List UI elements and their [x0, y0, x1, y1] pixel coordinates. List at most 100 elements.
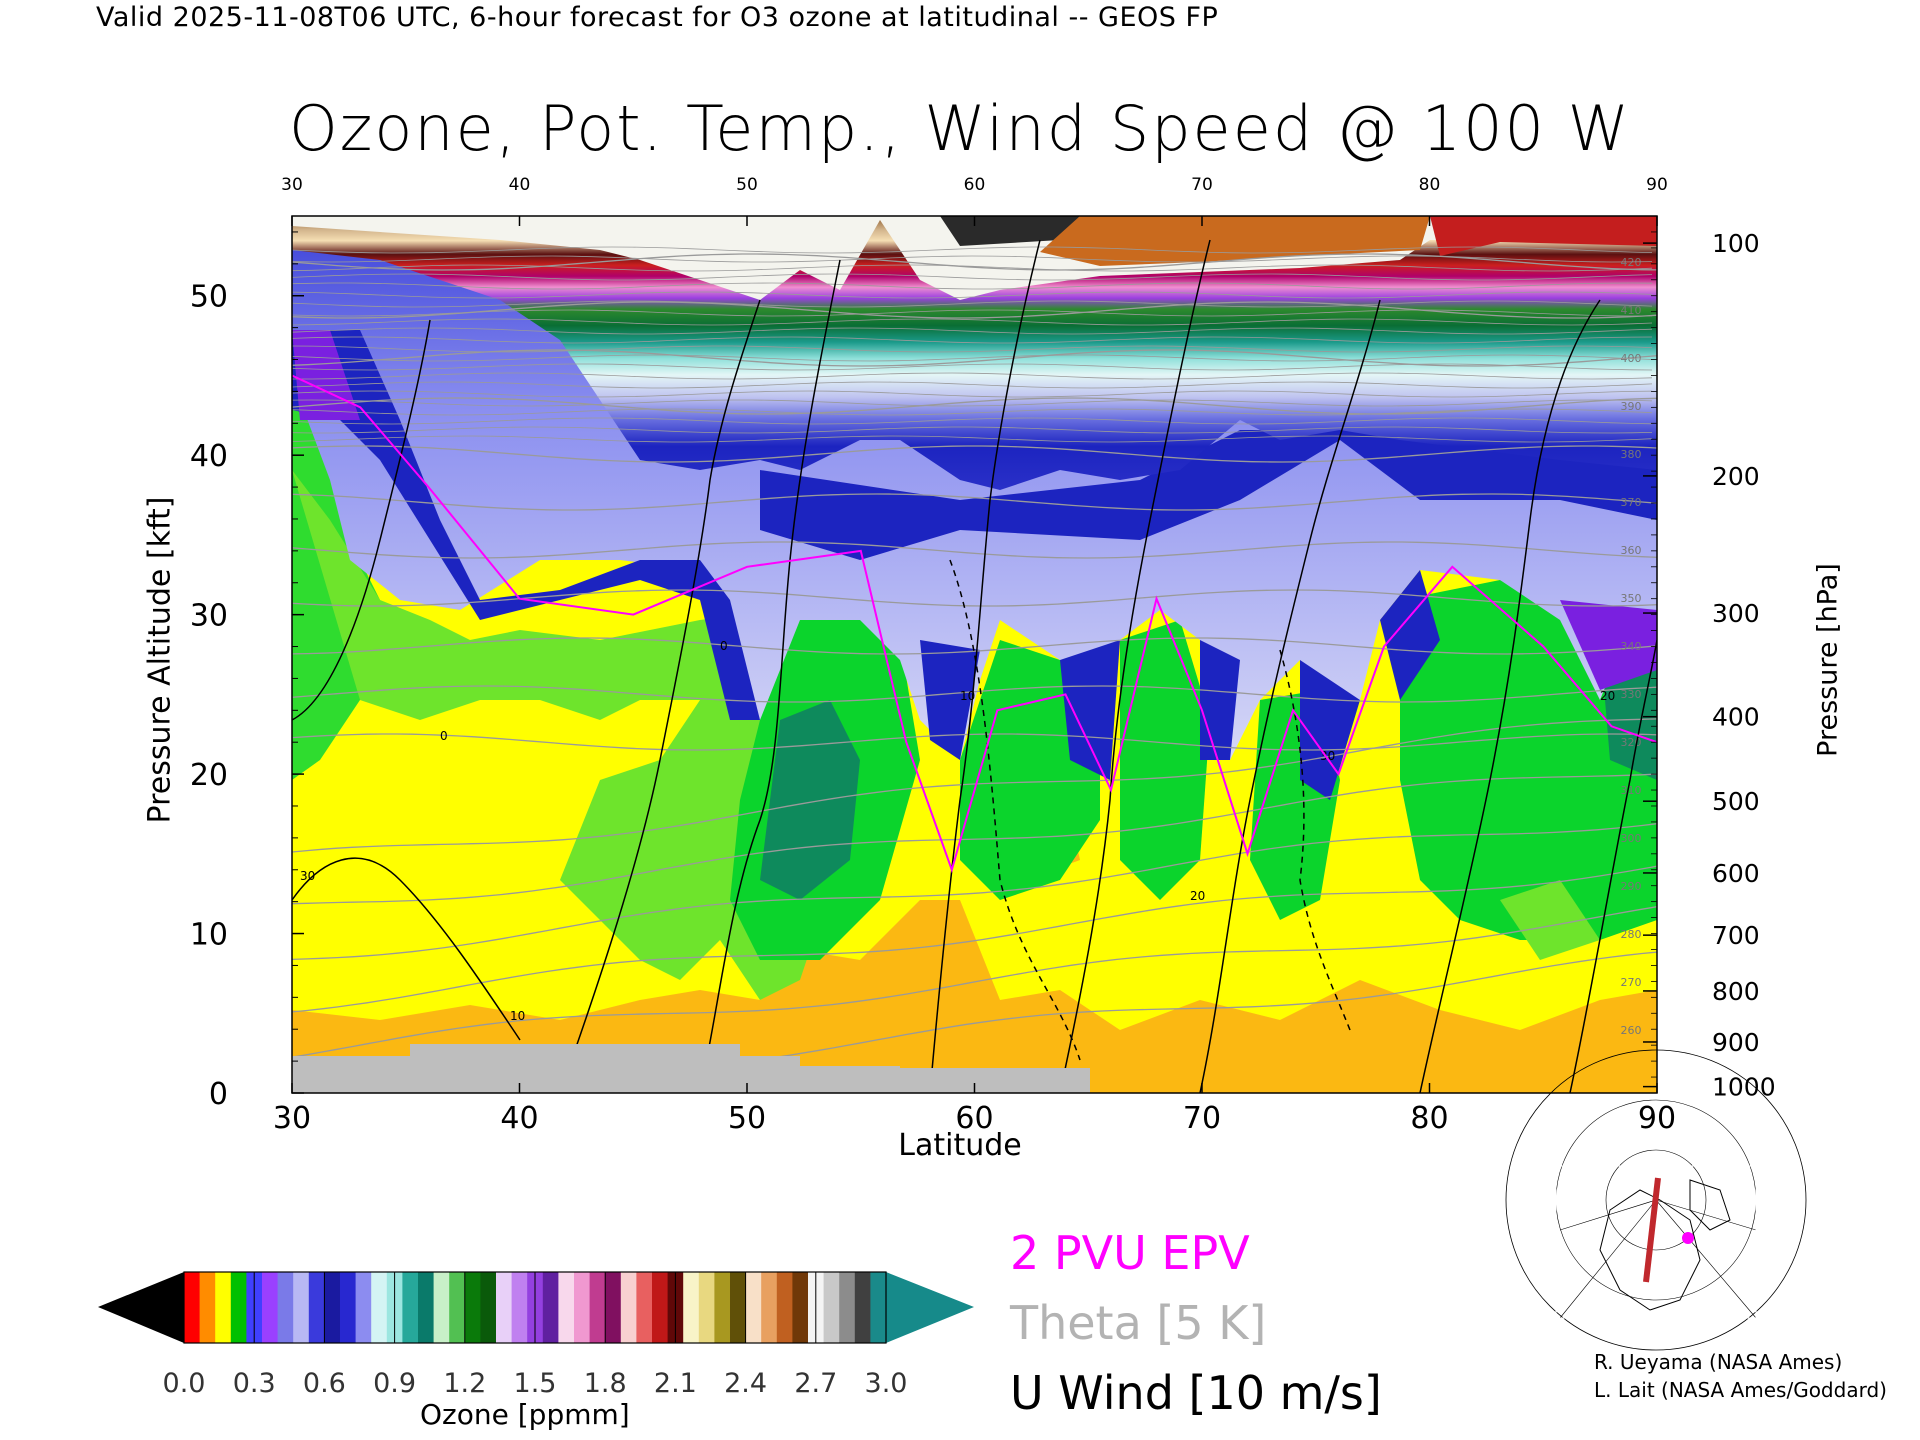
u-wind-line: [1419, 299, 1601, 1093]
colorbar-tick-label: 0.9: [373, 1368, 416, 1399]
x-tick-label-top: 40: [509, 175, 531, 195]
x-tick-label-top: 50: [736, 175, 758, 195]
theta-label: 380: [1621, 448, 1642, 461]
theta-line: [292, 426, 1653, 434]
theta-label: 420: [1621, 256, 1642, 269]
colorbar-cell: [558, 1272, 575, 1343]
theta-label: 330: [1621, 688, 1642, 701]
theta-line: [292, 327, 1653, 335]
colorbar-cell: [184, 1272, 201, 1343]
colorbar-cell: [324, 1272, 341, 1343]
colorbar-cell: [652, 1272, 669, 1343]
theta-line: [292, 381, 1653, 389]
theta-label: 290: [1621, 880, 1642, 893]
epv-2pvu-contour: [292, 374, 1657, 874]
colorbar-cell: [199, 1272, 216, 1343]
theta-label: 350: [1621, 592, 1642, 605]
x-tick-label-top: 30: [281, 175, 303, 195]
x-tick-label: 80: [1410, 1101, 1448, 1136]
theta-label: 410: [1621, 304, 1642, 317]
colorbar-cell: [215, 1272, 232, 1343]
u-wind-line: [1199, 299, 1381, 1093]
colorbar-cell: [574, 1272, 591, 1343]
colorbar-cell: [480, 1272, 497, 1343]
u-wind-line: [1569, 639, 1657, 1093]
theta-label: 390: [1621, 400, 1642, 413]
colorbar-cell: [683, 1272, 700, 1343]
theta-line: [292, 246, 1653, 254]
theta-line: [292, 345, 1653, 353]
u-wind-line: [292, 857, 521, 1041]
y-tick-label: 30: [190, 599, 228, 634]
pressure-tick-label: 800: [1712, 977, 1760, 1006]
colorbar-cell: [464, 1272, 481, 1343]
theta-line: [292, 273, 1653, 281]
colorbar-tick-label: 0.0: [163, 1368, 206, 1399]
valid-time-header: Valid 2025-11-08T06 UTC, 6-hour forecast…: [96, 2, 1219, 33]
colorbar-cell: [293, 1272, 310, 1343]
u-wind-contours: 0 10 20 300 10 20 30: [292, 239, 1657, 1093]
colorbar-tick-label: 0.6: [303, 1368, 346, 1399]
theta-line: [292, 541, 1657, 559]
x-tick-label-top: 60: [964, 175, 986, 195]
u-wind-line: [929, 239, 1041, 1093]
u-wind-label: 30: [300, 869, 315, 883]
theta-line: [292, 309, 1653, 317]
theta-line: [292, 282, 1653, 290]
colorbar-tick-label: 1.8: [584, 1368, 627, 1399]
colorbar-tick-label: 2.1: [654, 1368, 697, 1399]
colorbar-cell: [277, 1272, 294, 1343]
theta-line: [292, 397, 1657, 415]
colorbar-cell: [839, 1272, 856, 1343]
u-wind-label: 20: [1600, 689, 1615, 703]
colorbar-cell: [823, 1272, 840, 1343]
ground-mask: [292, 1044, 1090, 1093]
theta-line: [292, 349, 1657, 367]
colorbar-cell: [605, 1272, 622, 1343]
legend-epv: 2 PVU EPV: [1010, 1226, 1250, 1280]
colorbar-tick-label: 1.5: [514, 1368, 557, 1399]
theta-line: [292, 399, 1653, 407]
u-wind-label: 0: [720, 639, 728, 653]
colorbar-cell: [776, 1272, 793, 1343]
colorbar-cell: [730, 1272, 747, 1343]
theta-line: [292, 637, 1657, 655]
theta-line: [292, 291, 1653, 299]
pressure-tick-label: 900: [1712, 1028, 1760, 1057]
colorbar-tick-label: 3.0: [865, 1368, 908, 1399]
legend-theta: Theta [5 K]: [1010, 1296, 1267, 1350]
theta-line: [292, 363, 1653, 371]
theta-label: 370: [1621, 496, 1642, 509]
theta-label: 300: [1621, 832, 1642, 845]
colorbar-low-arrow: [98, 1272, 184, 1343]
colorbar-cell: [792, 1272, 809, 1343]
axes: 3030404050506060707080809090010203040501…: [190, 175, 1776, 1136]
x-tick-label-top: 80: [1419, 175, 1441, 195]
theta-line: [292, 318, 1653, 326]
theta-line: [292, 408, 1653, 416]
colorbar-cell: [511, 1272, 528, 1343]
x-axis-label: Latitude: [898, 1128, 1022, 1163]
theta-line: [292, 264, 1653, 272]
theta-line: [292, 301, 1657, 319]
theta-line: [292, 493, 1657, 511]
colorbar-high-arrow: [886, 1272, 974, 1343]
theta-line: [292, 865, 1657, 1013]
theta-line: [292, 390, 1653, 398]
ozone-field: [292, 216, 1657, 1093]
colorbar-cell: [870, 1272, 887, 1343]
theta-line: [292, 773, 1657, 905]
colorbar-cell: [620, 1272, 637, 1343]
x-tick-label: 70: [1183, 1101, 1221, 1136]
colorbar-cell: [402, 1272, 419, 1343]
y-tick-label: 10: [190, 918, 228, 953]
x-tick-label: 50: [728, 1101, 766, 1136]
theta-label: 360: [1621, 544, 1642, 557]
colorbar-cell: [433, 1272, 450, 1343]
pressure-tick-label: 200: [1712, 462, 1760, 491]
theta-line: [292, 300, 1653, 308]
theta-label: 310: [1621, 784, 1642, 797]
u-wind-line-negative: [1279, 649, 1351, 1031]
colorbar-cell: [449, 1272, 466, 1343]
